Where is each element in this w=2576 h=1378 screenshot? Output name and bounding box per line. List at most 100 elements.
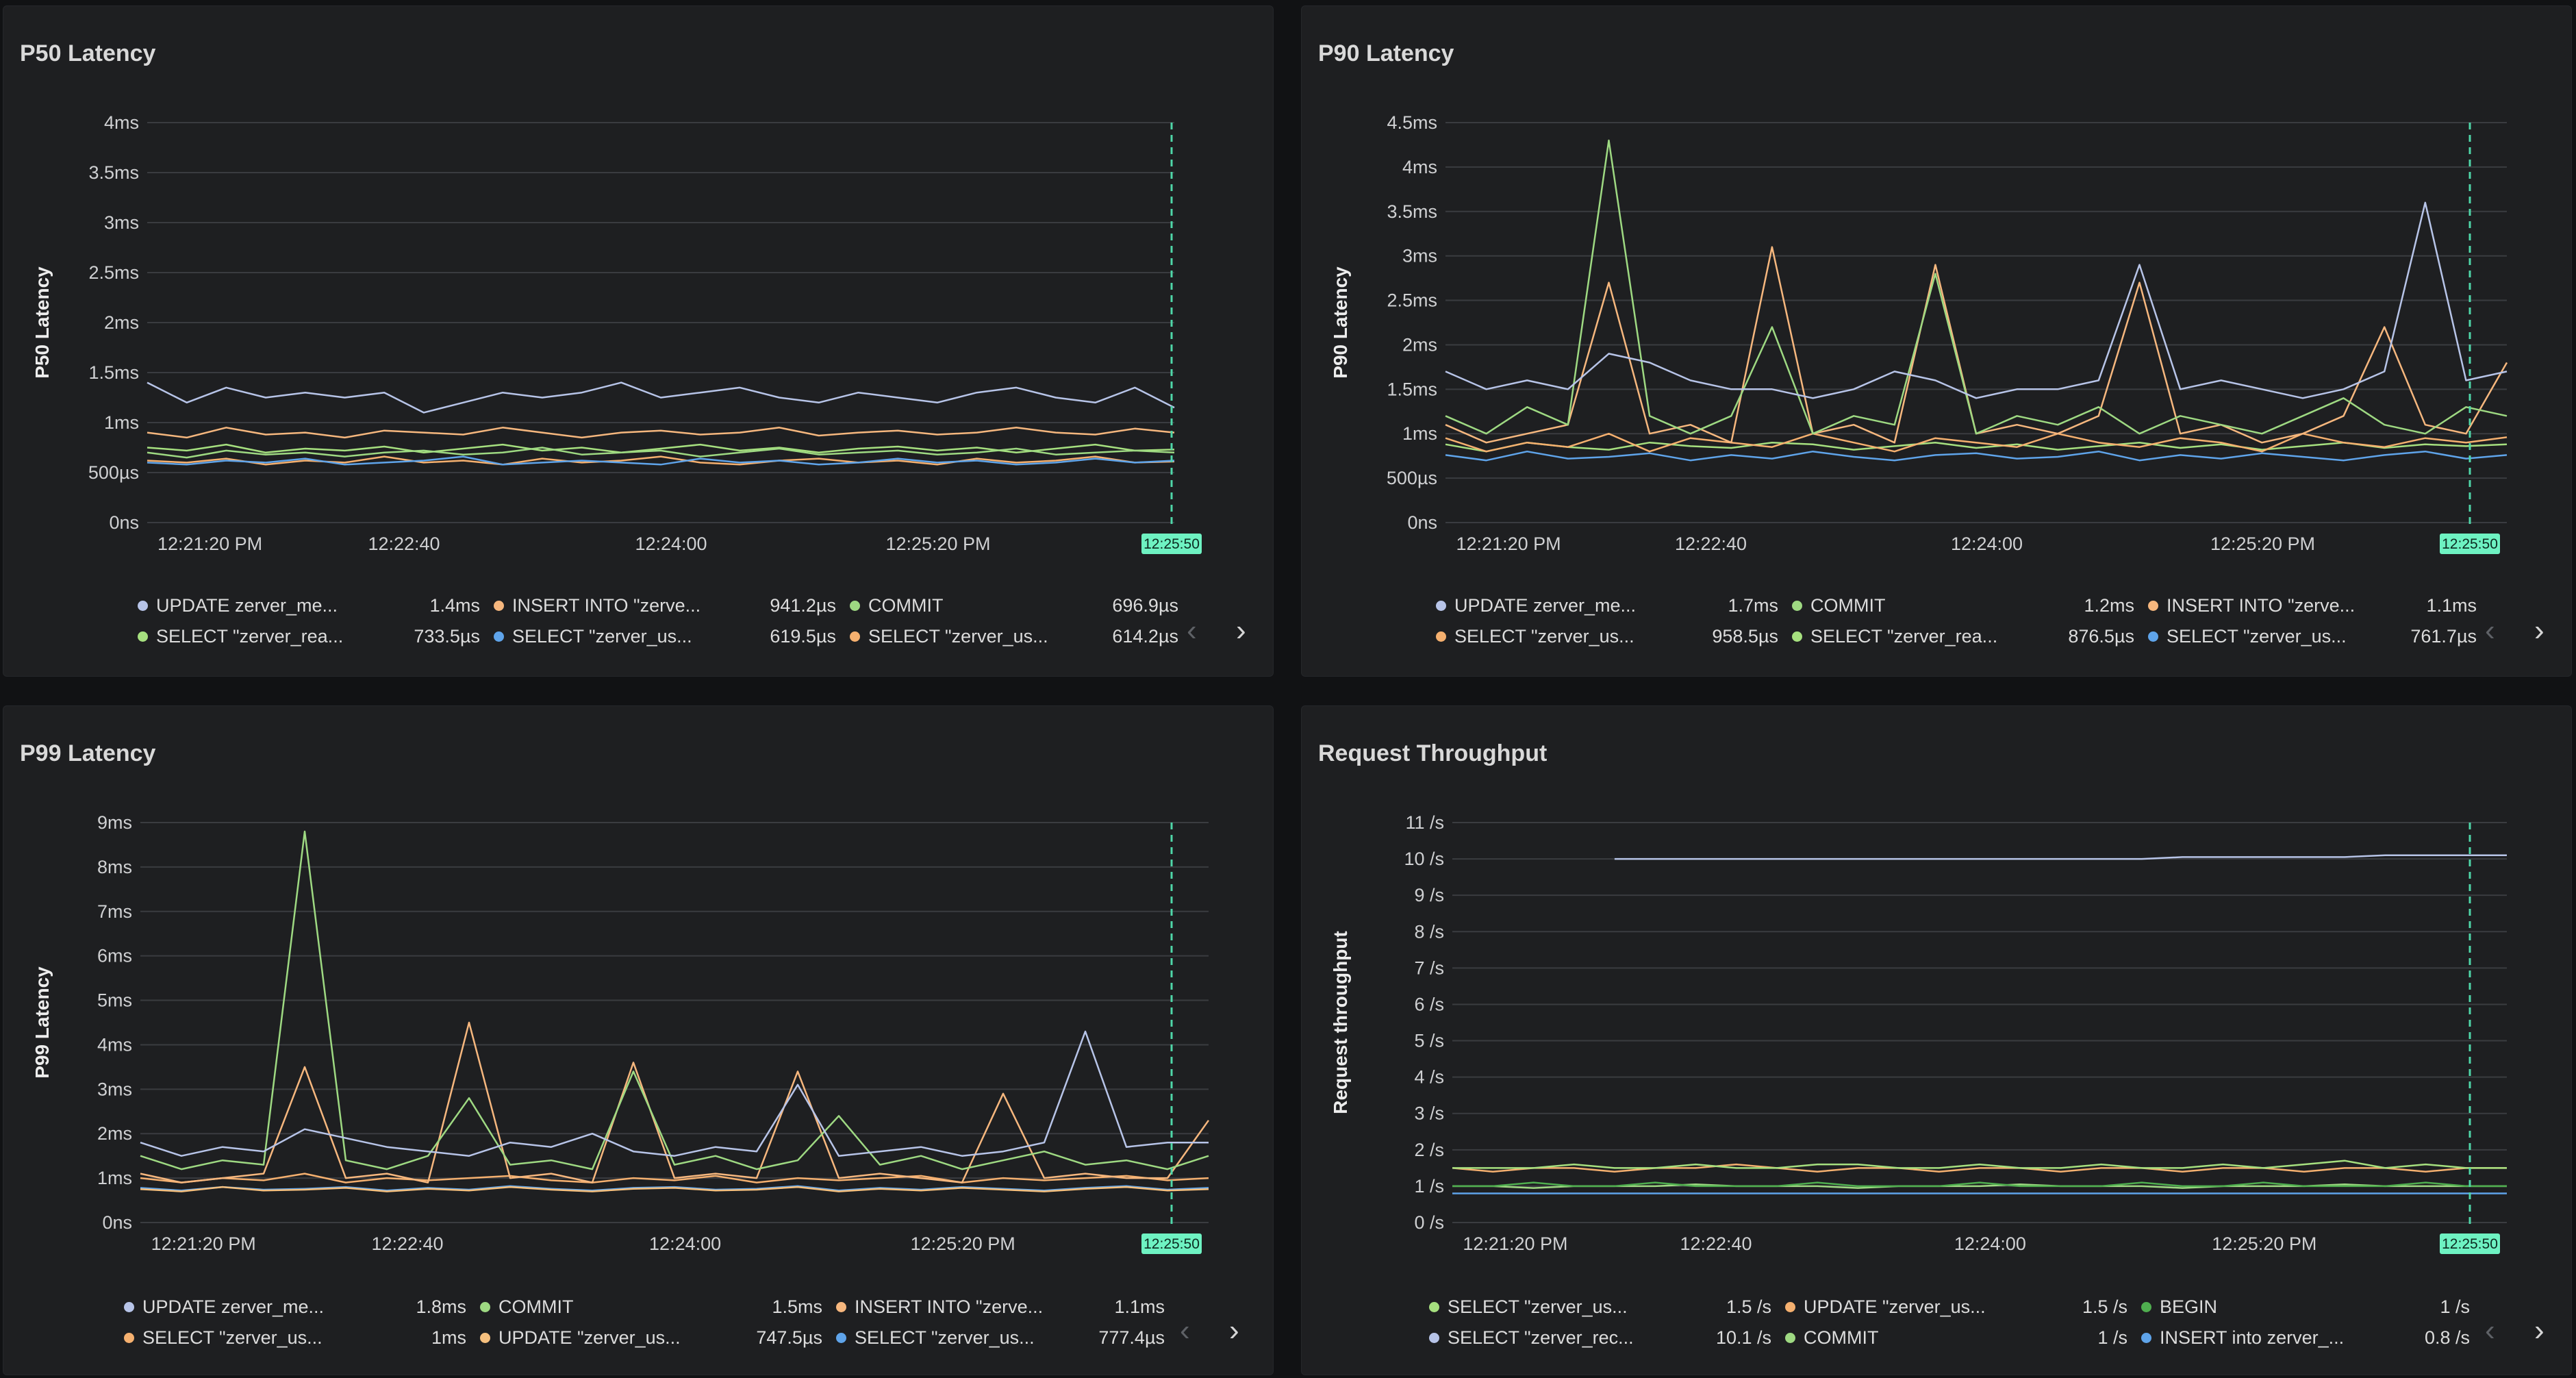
legend-label: UPDATE zerver_me... xyxy=(142,1296,325,1317)
chevron-right-icon[interactable]: › xyxy=(1229,1314,1239,1347)
legend-label: SELECT "zerver_us... xyxy=(868,626,1048,647)
legend-item[interactable]: BEGIN 1 /s xyxy=(2141,1296,2470,1318)
time-cursor-badge xyxy=(1141,534,1202,554)
legend-item[interactable]: COMMIT 1.2ms xyxy=(1792,595,2134,616)
y-tick-label: 3.5ms xyxy=(88,162,139,183)
chevron-right-icon[interactable]: › xyxy=(1236,614,1246,647)
legend: SELECT "zerver_us... 1.5 /s UPDATE "zerve… xyxy=(1429,1296,2470,1349)
request-throughput-chart[interactable]: 0 /s 1 /s 2 /s 3 /s 4 /s 5 /s 6 /s 7 /s 8 /s 9 /s… xyxy=(1302,706,2572,1375)
legend-value: 1.5 /s xyxy=(1726,1296,1771,1317)
series-line xyxy=(140,1186,1209,1192)
chevron-right-icon[interactable]: › xyxy=(2534,614,2545,647)
y-tick-label: 8ms xyxy=(97,857,132,877)
legend-item[interactable]: INSERT INTO "zerve... 1.1ms xyxy=(836,1296,1165,1318)
legend-item[interactable]: COMMIT 1 /s xyxy=(1785,1327,2127,1349)
series-color-dot xyxy=(850,631,860,642)
y-tick-label: 4 /s xyxy=(1414,1067,1444,1088)
y-tick-label: 3 /s xyxy=(1414,1103,1444,1124)
legend-item[interactable]: SELECT "zerver_rea... 733.5µs xyxy=(138,626,480,647)
legend-label: INSERT into zerver_... xyxy=(2160,1327,2345,1348)
chevron-left-icon[interactable]: ‹ xyxy=(1180,1314,1190,1347)
legend-item[interactable]: UPDATE zerver_me... 1.7ms xyxy=(1436,595,1778,616)
y-tick-label: 7 /s xyxy=(1414,957,1444,978)
legend-label: COMMIT xyxy=(868,595,944,616)
series-color-dot xyxy=(494,631,504,642)
legend-item[interactable]: UPDATE zerver_me... 1.4ms xyxy=(138,595,480,616)
legend-item[interactable]: COMMIT 1.5ms xyxy=(480,1296,822,1318)
y-tick-label: 2ms xyxy=(97,1123,132,1144)
legend-item[interactable]: SELECT "zerver_us... 614.2µs xyxy=(850,626,1178,647)
legend-label: SELECT "zerver_us... xyxy=(1448,1296,1628,1317)
y-tick-label: 4ms xyxy=(104,112,139,133)
series-line xyxy=(1452,1181,2507,1188)
series-line xyxy=(1452,1163,2507,1173)
legend-label: INSERT INTO "zerve... xyxy=(2167,595,2356,616)
legend-item[interactable]: SELECT "zerver_rea... 876.5µs xyxy=(1792,626,2134,647)
legend-value: 1.7ms xyxy=(1728,595,1778,616)
x-tick-label: 12:25:20 PM xyxy=(911,1233,1015,1254)
legend-item[interactable]: SELECT "zerver_us... 1.5 /s xyxy=(1429,1296,1771,1318)
y-tick-label: 1.5ms xyxy=(1387,379,1437,399)
y-tick-label: 0ns xyxy=(1407,512,1437,533)
legend-item[interactable]: SELECT "zerver_us... 761.7µs xyxy=(2148,626,2477,647)
legend-item[interactable]: UPDATE "zerver_us... 747.5µs xyxy=(480,1327,822,1349)
legend-item[interactable]: INSERT INTO "zerve... 941.2µs xyxy=(494,595,836,616)
legend-item[interactable]: UPDATE "zerver_us... 1.5 /s xyxy=(1785,1296,2127,1318)
x-tick-label: 12:22:40 xyxy=(1675,534,1747,554)
legend-item[interactable]: SELECT "zerver_us... 958.5µs xyxy=(1436,626,1778,647)
y-tick-label: 1 /s xyxy=(1414,1176,1444,1197)
series-line xyxy=(1445,139,2508,435)
legend-label: UPDATE "zerver_us... xyxy=(1804,1296,1986,1317)
legend-item[interactable]: SELECT "zerver_us... 619.5µs xyxy=(494,626,836,647)
series-line xyxy=(147,443,1175,454)
legend-item[interactable]: SELECT "zerver_rec... 10.1 /s xyxy=(1429,1327,1771,1349)
series-line xyxy=(1445,432,2508,453)
y-tick-label: 6 /s xyxy=(1414,994,1444,1014)
y-tick-label: 2.5ms xyxy=(88,262,139,283)
series-color-dot xyxy=(1429,1333,1439,1343)
legend-label: BEGIN xyxy=(2160,1296,2218,1317)
legend-label: SELECT "zerver_us... xyxy=(2167,626,2347,647)
y-tick-label: 9 /s xyxy=(1414,885,1444,905)
legend-item[interactable]: COMMIT 696.9µs xyxy=(850,595,1178,616)
legend-value: 761.7µs xyxy=(2410,626,2477,647)
panel-p90-latency: P90 Latency 0ns 500µs 1ms 1.5ms 2ms 2.5ms 3ms 3… xyxy=(1301,5,2572,677)
series-line xyxy=(147,381,1175,414)
series-color-dot xyxy=(1436,631,1446,642)
legend-item[interactable]: SELECT "zerver_us... 777.4µs xyxy=(836,1327,1165,1349)
x-tick-label: 12:25:20 PM xyxy=(885,534,990,554)
chevron-left-icon[interactable]: ‹ xyxy=(2485,614,2495,647)
chevron-left-icon[interactable]: ‹ xyxy=(2485,1314,2495,1347)
series-color-dot xyxy=(124,1333,134,1343)
series-color-dot xyxy=(480,1333,490,1343)
series-line xyxy=(140,1021,1210,1183)
legend-item[interactable]: UPDATE zerver_me... 1.8ms xyxy=(124,1296,466,1318)
y-tick-label: 4ms xyxy=(1402,157,1437,177)
legend-item[interactable]: SELECT "zerver_us... 1ms xyxy=(124,1327,466,1349)
legend-label: UPDATE zerver_me... xyxy=(1454,595,1637,616)
legend-value: 10.1 /s xyxy=(1715,1327,1771,1348)
y-tick-label: 3ms xyxy=(97,1079,132,1099)
panel-title: Request Throughput xyxy=(1318,740,1548,766)
legend-value: 1.1ms xyxy=(2426,595,2477,616)
series-color-dot xyxy=(138,601,148,611)
series-color-dot xyxy=(1785,1333,1795,1343)
legend-item[interactable]: INSERT into zerver_... 0.8 /s xyxy=(2141,1327,2470,1349)
p90-latency-chart[interactable]: 0ns 500µs 1ms 1.5ms 2ms 2.5ms 3ms 3.5ms 4ms 4.5ms… xyxy=(1302,6,2572,677)
chevron-right-icon[interactable]: › xyxy=(2534,1314,2545,1347)
legend-value: 619.5µs xyxy=(770,626,836,647)
legend: UPDATE zerver_me... 1.7ms COMMIT 1.2ms INS… xyxy=(1436,595,2477,647)
series-line xyxy=(147,447,1175,459)
chevron-left-icon[interactable]: ‹ xyxy=(1187,614,1197,647)
legend-value: 1.5ms xyxy=(772,1296,822,1317)
y-tick-label: 2.5ms xyxy=(1387,290,1437,311)
y-tick-label: 500µs xyxy=(1387,468,1437,488)
legend-item[interactable]: INSERT INTO "zerve... 1.1ms xyxy=(2148,595,2477,616)
x-tick-label: 12:21:20 PM xyxy=(157,534,262,554)
legend-value: 1.2ms xyxy=(2084,595,2134,616)
panel-title: P50 Latency xyxy=(20,40,156,66)
y-tick-label: 5 /s xyxy=(1414,1031,1444,1051)
y-tick-label: 2ms xyxy=(1402,334,1437,355)
